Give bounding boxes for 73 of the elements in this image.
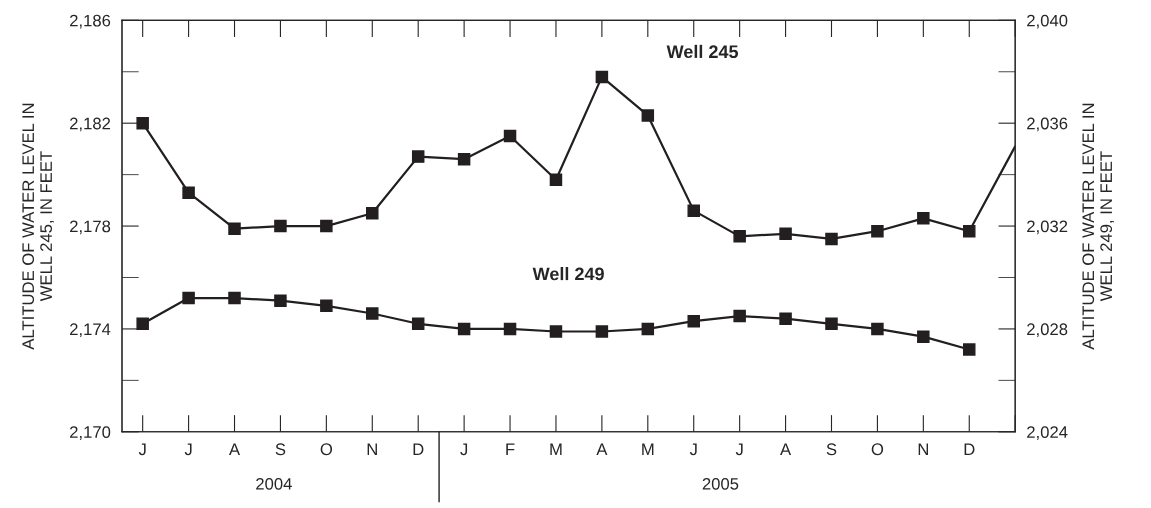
point — [320, 299, 333, 313]
point — [274, 219, 287, 233]
y2-axis-title: ALTITUDE OF WATER LEVEL IN WELL 249, IN FEET — [1082, 103, 1115, 350]
point — [733, 230, 746, 243]
x-tick-label: S — [275, 443, 286, 456]
point — [687, 204, 700, 217]
point — [549, 173, 563, 187]
point — [825, 232, 838, 246]
y2-tick-label: 2,028 — [1027, 323, 1068, 338]
x-tick-label: J — [735, 443, 743, 456]
point — [366, 206, 379, 220]
x-tick-label: D — [413, 443, 424, 455]
x-tick-label: S — [826, 443, 837, 456]
x-tick-label: J — [184, 443, 192, 456]
y-tick-label: 2,178 — [70, 220, 111, 235]
point — [917, 330, 930, 343]
point — [595, 70, 609, 84]
point — [825, 317, 838, 331]
point — [503, 129, 517, 143]
y2-tick-label: 2,040 — [1027, 14, 1068, 29]
x-tick-label: O — [320, 443, 333, 456]
point — [687, 314, 700, 328]
point — [779, 227, 792, 241]
x-tick-label: J — [460, 443, 468, 456]
y2-tick-label: 2,024 — [1027, 426, 1068, 440]
point — [136, 116, 149, 130]
point — [182, 291, 195, 305]
text: 2005 — [702, 477, 739, 490]
point — [917, 212, 930, 225]
y2-tick-label: 2,032 — [1027, 220, 1068, 235]
x-tick-label: J — [138, 443, 146, 456]
point — [411, 317, 425, 331]
x-tick-label: A — [596, 443, 608, 455]
x-tick-label: A — [228, 443, 241, 455]
point — [274, 294, 287, 307]
point — [457, 322, 471, 336]
point — [595, 325, 609, 338]
x-tick-label: F — [506, 443, 515, 455]
point — [503, 322, 517, 336]
text: 2004 — [256, 477, 292, 490]
point — [136, 317, 149, 331]
y2-tick-label: 2,036 — [1027, 117, 1068, 132]
point — [228, 291, 241, 305]
annotation: Well 249 — [532, 267, 604, 281]
point — [963, 224, 976, 238]
point — [411, 150, 425, 163]
point — [641, 322, 655, 336]
y-tick-label: 2,182 — [70, 117, 111, 132]
x-tick-label: N — [367, 443, 377, 455]
y-tick-label: 2,186 — [70, 14, 111, 29]
x-tick-label: D — [964, 443, 975, 455]
y-tick-label: 2,170 — [70, 426, 111, 440]
point — [182, 186, 195, 199]
x-tick-label: A — [780, 443, 792, 455]
point — [871, 322, 884, 336]
point — [549, 325, 563, 338]
x-tick-label: M — [642, 443, 654, 455]
x-tick-label: N — [918, 443, 928, 455]
point — [779, 312, 792, 325]
y-axis-title: ALTITUDE OF WATER LEVEL IN WELL 245, IN FEET — [22, 103, 54, 350]
point — [733, 309, 746, 323]
point — [871, 224, 884, 238]
x-tick-label: M — [550, 443, 562, 455]
point — [457, 152, 471, 166]
x-tick-label: O — [871, 443, 884, 456]
point — [641, 109, 655, 122]
annotation: Well 245 — [666, 44, 739, 59]
point — [228, 222, 241, 235]
x-tick-label: J — [689, 443, 697, 456]
point — [320, 219, 333, 233]
y-tick-label: 2,174 — [70, 323, 111, 338]
point — [366, 307, 379, 320]
point — [963, 343, 976, 356]
